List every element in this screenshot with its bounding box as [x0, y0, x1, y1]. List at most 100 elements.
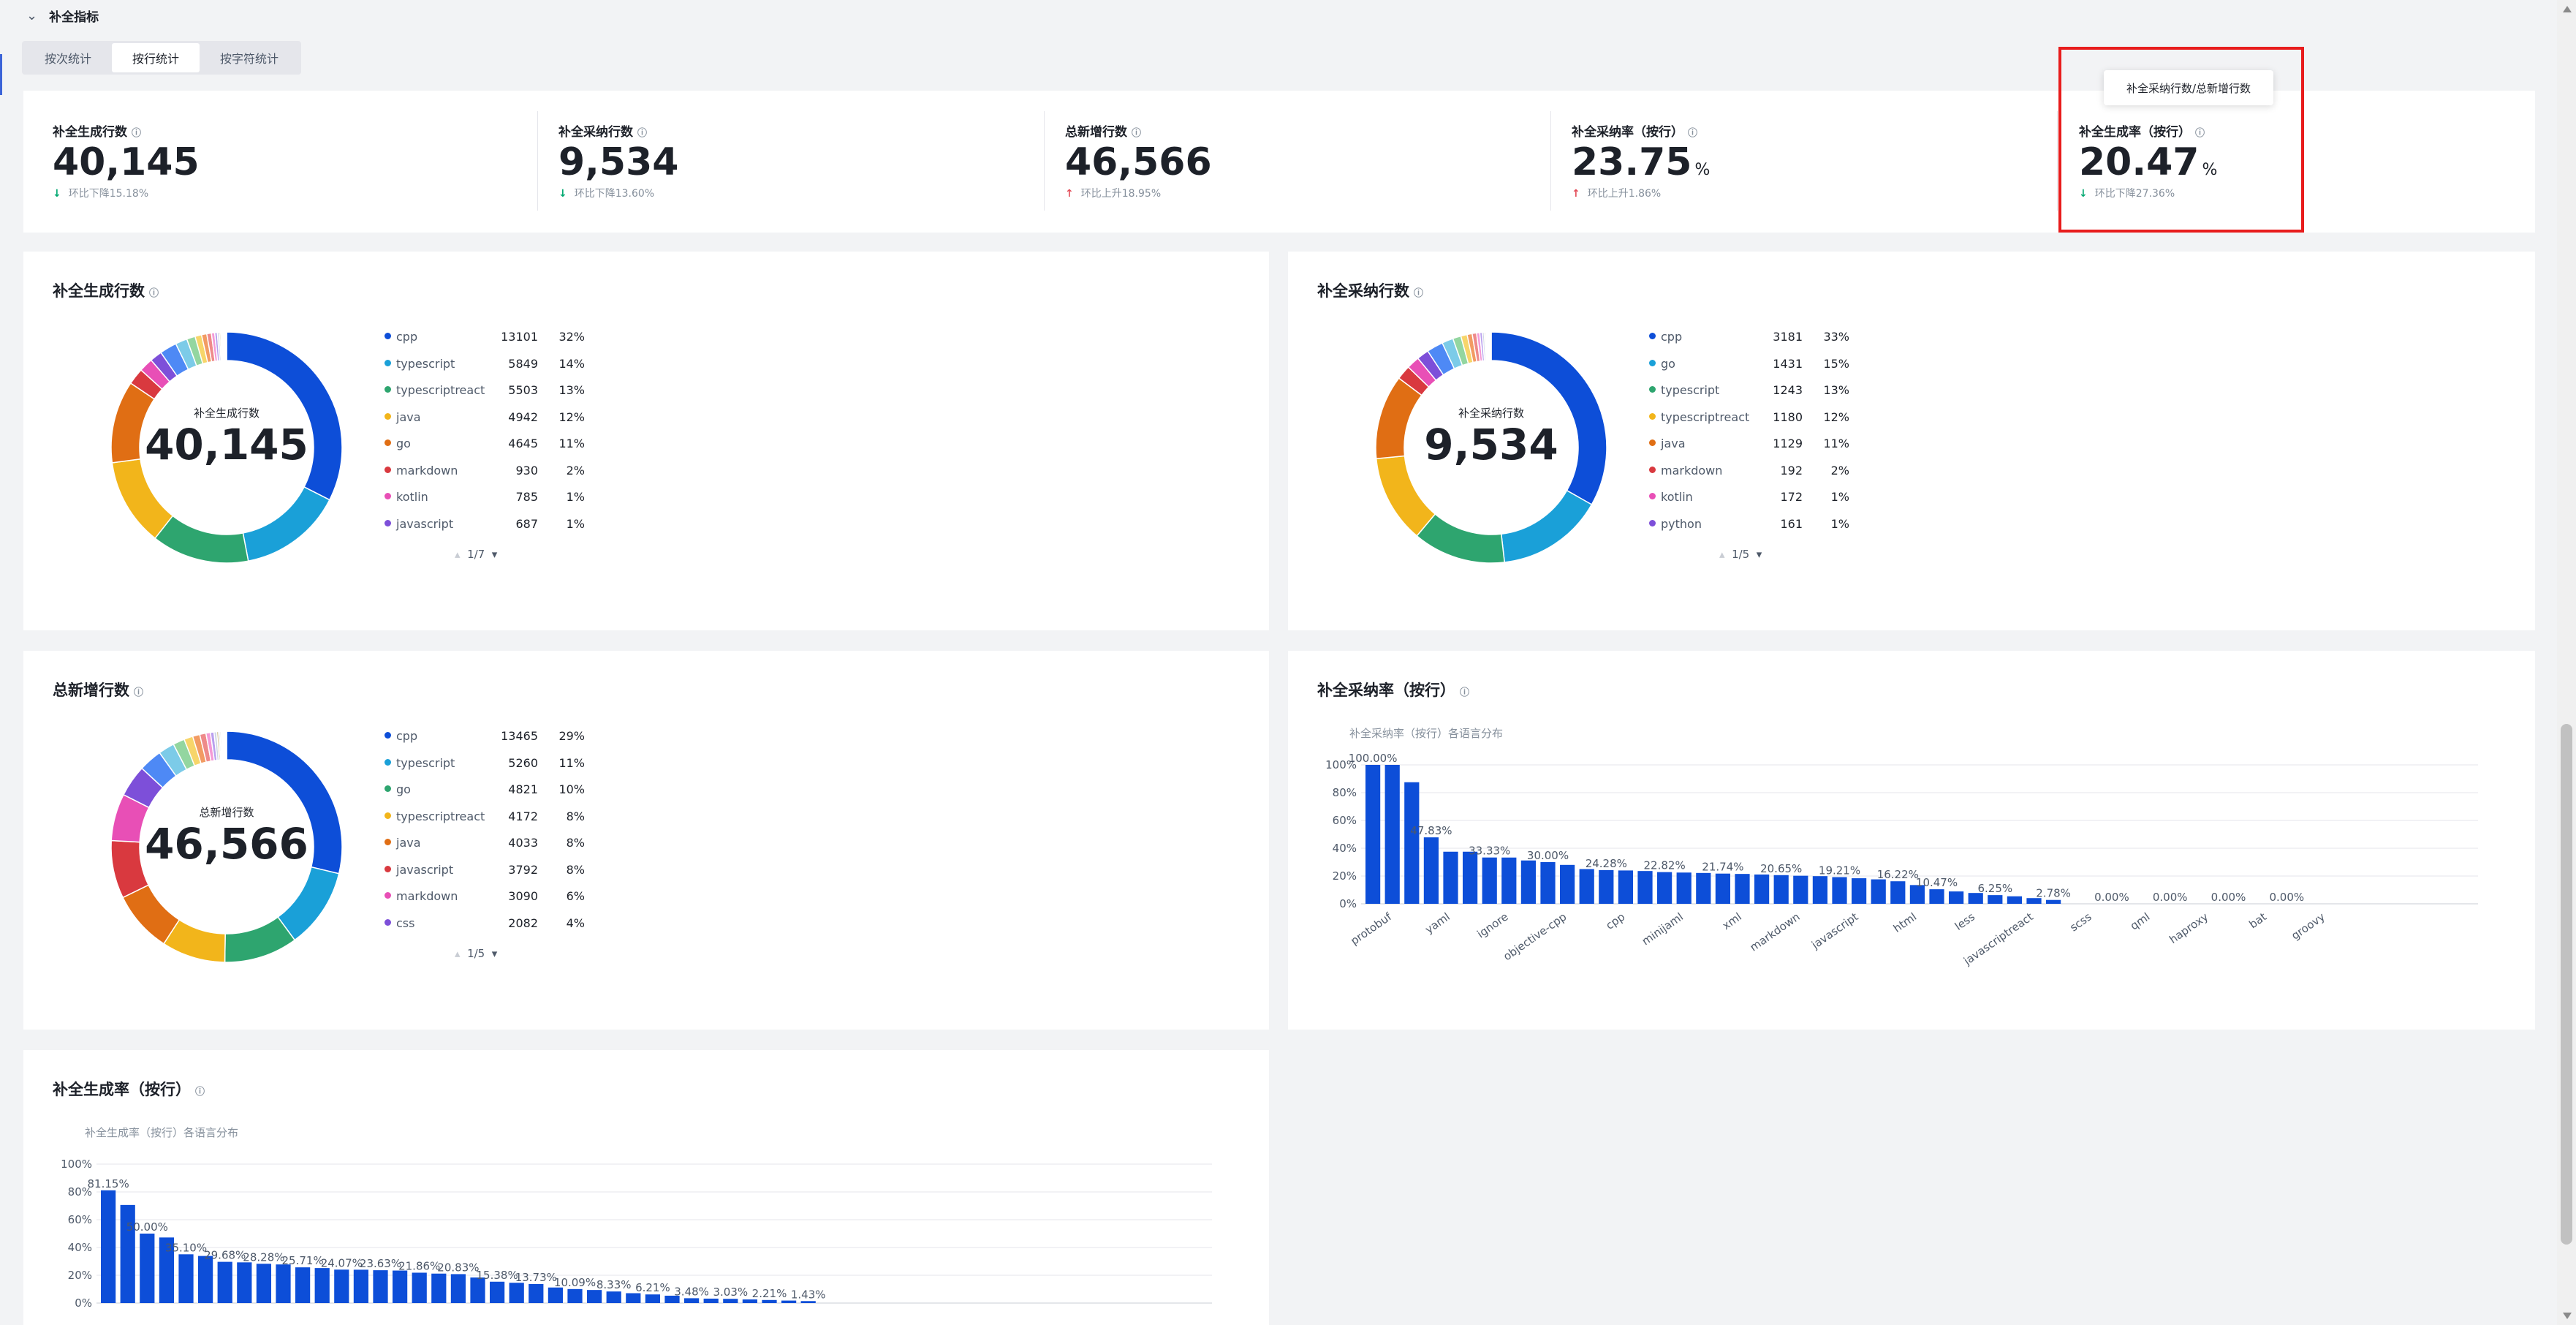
bar — [587, 1290, 602, 1303]
y-tick-label: 60% — [1333, 814, 1357, 827]
legend-item[interactable]: javascript 3792 8% — [382, 863, 586, 890]
tab-by-count[interactable]: 按次统计 — [45, 52, 92, 66]
legend-value: 930 — [515, 463, 538, 477]
legend-item[interactable]: typescriptreact 4172 8% — [382, 809, 586, 837]
legend-dot — [384, 493, 391, 499]
x-tick-label: html — [1891, 910, 1919, 935]
legend-item[interactable]: typescriptreact 1180 12% — [1646, 410, 1851, 437]
pager-text: 1/5 — [1732, 548, 1750, 561]
legend-item[interactable]: cpp 13465 29% — [382, 729, 586, 756]
pager-text: 1/7 — [467, 548, 485, 561]
legend-item[interactable]: java 4942 12% — [382, 410, 586, 437]
bar — [626, 1293, 641, 1303]
bar-card-generation-rate: 补全生成率（按行） ⓘ 补全生成率（按行）各语言分布 0% 20% 40% 60% 80%… — [23, 1050, 1269, 1325]
tab-by-line[interactable]: 按行统计 — [112, 43, 200, 72]
data-label: 33.33% — [1469, 845, 1510, 858]
bar — [1968, 893, 1983, 904]
card-title: 补全生成行数 — [53, 282, 145, 300]
pager-next-icon[interactable]: ▾ — [491, 947, 498, 960]
legend-name: cpp — [396, 330, 418, 344]
legend-item[interactable]: typescript 1243 13% — [1646, 383, 1851, 410]
legend-item[interactable]: python 161 1% — [1646, 517, 1851, 544]
legend-name: go — [396, 782, 411, 796]
bar — [1560, 864, 1575, 904]
legend-item[interactable]: kotlin 172 1% — [1646, 490, 1851, 517]
bar — [723, 1299, 738, 1303]
bar — [1909, 885, 1925, 904]
metric-label: 总新增行数 — [1065, 125, 1127, 140]
legend-item[interactable]: go 4645 11% — [382, 437, 586, 464]
scroll-up-arrow-icon[interactable] — [2563, 6, 2572, 12]
legend-item[interactable]: markdown 3090 6% — [382, 889, 586, 916]
bar — [353, 1269, 369, 1303]
legend-item[interactable]: javascript 687 1% — [382, 517, 586, 544]
info-icon[interactable]: ⓘ — [1132, 128, 1142, 139]
legend-item[interactable]: java 4033 8% — [382, 836, 586, 863]
info-icon[interactable]: ⓘ — [1688, 128, 1698, 139]
pager-next-icon[interactable]: ▾ — [491, 548, 498, 561]
scrollbar-thumb[interactable] — [2561, 724, 2572, 1245]
legend-item[interactable]: typescript 5849 14% — [382, 357, 586, 384]
bar — [237, 1262, 252, 1303]
pager-prev-icon[interactable]: ▴ — [1719, 548, 1725, 561]
donut-card-accepted-lines: 补全采纳行数 ⓘ 补全采纳行数 9,534 cpp 3181 33% go 1431 15… — [1288, 252, 2535, 630]
legend-item[interactable]: go 4821 10% — [382, 782, 586, 809]
legend-item[interactable]: css 2082 4% — [382, 916, 586, 943]
legend-item[interactable]: go 1431 15% — [1646, 357, 1851, 384]
highlight-box — [2058, 47, 2304, 233]
info-icon[interactable]: ⓘ — [195, 1087, 205, 1098]
info-icon[interactable]: ⓘ — [637, 128, 648, 139]
bar — [1676, 872, 1692, 904]
legend-item[interactable]: java 1129 11% — [1646, 437, 1851, 464]
donut-segment — [1500, 489, 1593, 563]
chevron-down-icon[interactable]: ⌄ — [26, 7, 38, 23]
bar — [470, 1277, 485, 1303]
data-label: 20.83% — [437, 1261, 479, 1274]
legend-name: java — [1661, 437, 1686, 450]
legend-name: typescriptreact — [1661, 409, 1750, 424]
legend-value: 1129 — [1773, 437, 1803, 450]
legend-percent: 12% — [1823, 409, 1849, 424]
metric-value: 20.47 — [2079, 140, 2200, 184]
info-icon[interactable]: ⓘ — [1414, 288, 1424, 299]
bar — [1365, 765, 1381, 904]
info-icon[interactable]: ⓘ — [2195, 128, 2205, 139]
info-icon[interactable]: ⓘ — [134, 687, 144, 698]
legend-name: python — [1661, 516, 1702, 531]
legend-item[interactable]: cpp 13101 32% — [382, 330, 586, 357]
arrow-up-icon: ↑ — [1572, 188, 1580, 200]
legend-dot — [1649, 519, 1656, 526]
info-icon[interactable]: ⓘ — [1460, 687, 1470, 698]
legend-item[interactable]: markdown 930 2% — [382, 464, 586, 491]
legend-item[interactable]: cpp 3181 33% — [1646, 330, 1851, 357]
pager-next-icon[interactable]: ▾ — [1756, 548, 1762, 561]
bar — [1384, 765, 1400, 904]
section-title: 补全指标 — [49, 10, 99, 25]
legend-item[interactable]: markdown 192 2% — [1646, 464, 1851, 491]
legend-value: 1243 — [1773, 383, 1803, 397]
metric-delta: 环比下降15.18% — [68, 188, 149, 200]
scroll-down-arrow-icon[interactable] — [2563, 1313, 2572, 1319]
legend-percent: 2% — [1830, 463, 1849, 477]
pager-prev-icon[interactable]: ▴ — [455, 548, 461, 561]
legend-item[interactable]: typescript 5260 11% — [382, 756, 586, 783]
info-icon[interactable]: ⓘ — [132, 128, 142, 139]
data-label: 23.63% — [360, 1257, 401, 1270]
section-header[interactable]: ⌄ 补全指标 — [26, 4, 99, 26]
info-icon[interactable]: ⓘ — [149, 288, 159, 299]
legend-percent: 8% — [566, 836, 585, 850]
tab-by-char[interactable]: 按字符统计 — [220, 52, 279, 66]
legend-percent: 13% — [558, 383, 585, 397]
y-tick-label: 100% — [61, 1158, 92, 1171]
legend-dot — [384, 839, 391, 845]
legend-item[interactable]: kotlin 785 1% — [382, 490, 586, 517]
metric-label: 补全生成行数 — [53, 125, 127, 140]
pager-prev-icon[interactable]: ▴ — [455, 947, 461, 960]
legend-name: kotlin — [1661, 490, 1693, 504]
bar — [1404, 782, 1420, 904]
legend-pager: ▴ 1/7 ▾ — [455, 548, 497, 561]
arrow-down-icon: ↓ — [2079, 188, 2088, 200]
bar-chart: 0% 20% 40% 60% 80% 100%100.00% 47.83% 33.33% 30.… — [1325, 752, 2478, 968]
legend-percent: 8% — [566, 862, 585, 877]
legend-item[interactable]: typescriptreact 5503 13% — [382, 383, 586, 410]
